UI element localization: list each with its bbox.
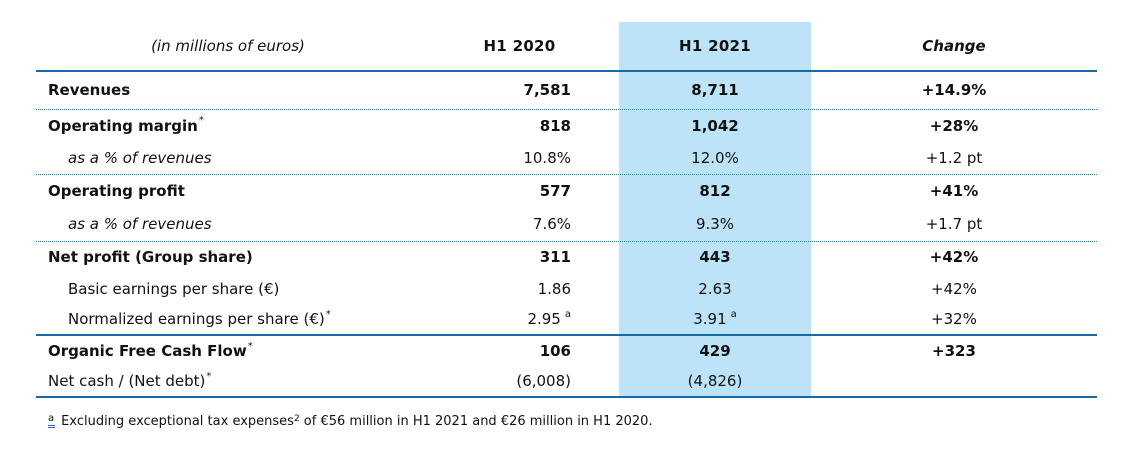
value-change bbox=[811, 367, 1097, 396]
table-row-net-cash: Net cash / (Net debt) * (6,008) (4,826) bbox=[36, 367, 1097, 398]
value-h1-2020: 7,581 bbox=[523, 81, 571, 99]
table-row-operating-profit-pct: as a % of revenues 7.6% 9.3% +1.7 pt bbox=[36, 208, 1097, 242]
col-header-change: Change bbox=[922, 36, 986, 55]
asterisk-superscript: * bbox=[198, 115, 204, 126]
footnote-text-part1: Excluding exceptional tax expenses bbox=[61, 414, 294, 429]
table-row-revenues: Revenues 7,581 8,711 +14.9% bbox=[36, 72, 1097, 110]
value-h1-2021: 429 bbox=[619, 336, 811, 367]
value-h1-2021: 12.0% bbox=[619, 142, 811, 174]
footnote-superscript-2: 2 bbox=[293, 414, 300, 424]
row-label: Revenues bbox=[48, 81, 131, 99]
table-row-operating-margin: Operating margin * 818 1,042 +28% bbox=[36, 110, 1097, 142]
table-header-row: (in millions of euros) H1 2020 H1 2021 C… bbox=[36, 22, 1097, 72]
table-row-operating-margin-pct: as a % of revenues 10.8% 12.0% +1.2 pt bbox=[36, 142, 1097, 175]
value-change: +1.7 pt bbox=[925, 215, 983, 233]
value-h1-2020: 10.8% bbox=[523, 148, 571, 167]
value-change: +28% bbox=[929, 116, 979, 135]
value-h1-2021: 8,711 bbox=[619, 72, 811, 109]
col-header-h1-2020: H1 2020 bbox=[483, 36, 556, 55]
value-h1-2021: 812 bbox=[619, 175, 811, 208]
value-h1-2020: 2.95 a bbox=[527, 308, 571, 328]
value-h1-2020: 1.86 bbox=[537, 279, 571, 298]
value-change: +42% bbox=[931, 279, 977, 298]
value-h1-2020: 7.6% bbox=[532, 215, 571, 233]
value-h1-2021: 2.63 bbox=[619, 273, 811, 305]
value-h1-2020: 106 bbox=[539, 342, 571, 360]
unit-label: (in millions of euros) bbox=[151, 36, 305, 55]
row-label: Organic Free Cash Flow * bbox=[48, 340, 253, 360]
value-change: +14.9% bbox=[921, 81, 987, 99]
value-h1-2021: 9.3% bbox=[619, 208, 811, 241]
row-label: as a % of revenues bbox=[68, 148, 212, 167]
value-change: +32% bbox=[931, 310, 977, 328]
col-header-h1-2021: H1 2021 bbox=[619, 22, 811, 70]
value-h1-2021: 3.91 a bbox=[619, 305, 811, 334]
footnote: a Excluding exceptional tax expenses2 of … bbox=[48, 413, 653, 431]
footnote-ref-a: a bbox=[564, 308, 571, 320]
row-label: as a % of revenues bbox=[68, 215, 212, 233]
table-row-net-profit: Net profit (Group share) 311 443 +42% bbox=[36, 242, 1097, 273]
value-h1-2021: 1,042 bbox=[619, 110, 811, 142]
table-row-operating-profit: Operating profit 577 812 +41% bbox=[36, 175, 1097, 208]
value-h1-2021: 443 bbox=[619, 242, 811, 273]
table-row-basic-eps: Basic earnings per share (€) 1.86 2.63 +… bbox=[36, 273, 1097, 305]
row-label: Operating margin * bbox=[48, 115, 204, 135]
value-h1-2020: 577 bbox=[539, 182, 571, 200]
value-h1-2021: (4,826) bbox=[619, 367, 811, 396]
row-label: Net profit (Group share) bbox=[48, 248, 253, 266]
footnote-text: Excluding exceptional tax expenses2 of €… bbox=[61, 414, 652, 429]
asterisk-superscript: * bbox=[206, 370, 212, 382]
asterisk-superscript: * bbox=[247, 340, 253, 352]
row-label: Basic earnings per share (€) bbox=[68, 279, 280, 298]
footnote-marker: a bbox=[48, 414, 56, 428]
financial-results-table: (in millions of euros) H1 2020 H1 2021 C… bbox=[36, 22, 1097, 398]
row-label: Net cash / (Net debt) * bbox=[48, 370, 212, 390]
value-h1-2020: 818 bbox=[539, 116, 571, 135]
footnote-text-part2: of €56 million in H1 2021 and €26 millio… bbox=[299, 414, 653, 429]
value-change: +323 bbox=[932, 342, 976, 360]
value-h1-2020: (6,008) bbox=[516, 372, 571, 390]
row-label: Normalized earnings per share (€) * bbox=[68, 308, 331, 328]
table-body: Revenues 7,581 8,711 +14.9% Operating ma… bbox=[36, 72, 1097, 398]
value-change: +1.2 pt bbox=[925, 148, 983, 167]
table-row-normalized-eps: Normalized earnings per share (€) * 2.95 a… bbox=[36, 305, 1097, 336]
value-h1-2020: 311 bbox=[539, 248, 571, 266]
row-label: Operating profit bbox=[48, 182, 185, 200]
table-row-organic-free-cash-flow: Organic Free Cash Flow * 106 429 +323 bbox=[36, 336, 1097, 367]
asterisk-superscript: * bbox=[325, 308, 331, 320]
value-change: +41% bbox=[929, 182, 979, 200]
footnote-ref-a: a bbox=[730, 308, 737, 320]
value-change: +42% bbox=[929, 248, 979, 266]
